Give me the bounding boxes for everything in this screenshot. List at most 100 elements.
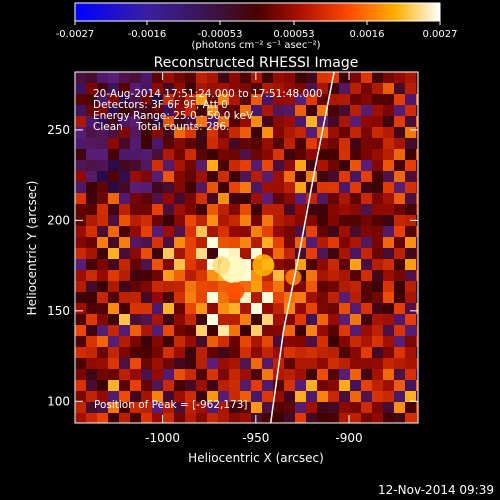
heatmap-cell bbox=[306, 380, 317, 391]
heatmap-cell bbox=[405, 149, 416, 160]
heatmap-cell bbox=[240, 303, 251, 314]
heatmap-cell bbox=[240, 171, 251, 182]
heatmap-cell bbox=[185, 204, 196, 215]
heatmap-cell bbox=[273, 391, 284, 402]
heatmap-cell bbox=[405, 94, 416, 105]
heatmap-cell bbox=[196, 182, 207, 193]
heatmap-cell bbox=[240, 358, 251, 369]
heatmap-cell bbox=[163, 336, 174, 347]
heatmap-cell bbox=[130, 369, 141, 380]
heatmap-cell bbox=[75, 380, 86, 391]
heatmap-cell bbox=[86, 303, 97, 314]
heatmap-cell bbox=[108, 72, 119, 83]
heatmap-cell bbox=[174, 149, 185, 160]
heatmap-cell bbox=[185, 369, 196, 380]
heatmap-cell bbox=[130, 303, 141, 314]
heatmap-cell bbox=[119, 292, 130, 303]
heatmap-cell bbox=[339, 380, 350, 391]
heatmap-cell bbox=[339, 281, 350, 292]
heatmap-cell bbox=[328, 391, 339, 402]
heatmap-cell bbox=[185, 402, 196, 413]
heatmap-cell bbox=[240, 83, 251, 94]
heatmap-cell bbox=[405, 226, 416, 237]
heatmap-cell bbox=[240, 204, 251, 215]
heatmap-cell bbox=[350, 270, 361, 281]
heatmap-cell bbox=[130, 94, 141, 105]
heatmap-cell bbox=[86, 380, 97, 391]
heatmap-cell bbox=[163, 281, 174, 292]
heatmap-cell bbox=[383, 226, 394, 237]
heatmap-cell bbox=[97, 369, 108, 380]
heatmap-cell bbox=[229, 380, 240, 391]
heatmap-cell bbox=[262, 116, 273, 127]
heatmap-cell bbox=[130, 138, 141, 149]
heatmap-cell bbox=[240, 248, 251, 259]
heatmap-cell bbox=[273, 215, 284, 226]
heatmap-cell bbox=[372, 402, 383, 413]
y-tick-label: 250 bbox=[47, 123, 70, 137]
heatmap-cell bbox=[295, 369, 306, 380]
heatmap-cell bbox=[218, 248, 229, 259]
heatmap-cell bbox=[372, 160, 383, 171]
heatmap-cell bbox=[328, 358, 339, 369]
heatmap-cell bbox=[152, 237, 163, 248]
heatmap-cell bbox=[97, 391, 108, 402]
heatmap-cell bbox=[163, 94, 174, 105]
heatmap-cell bbox=[372, 281, 383, 292]
heatmap-cell bbox=[130, 380, 141, 391]
heatmap-cell bbox=[141, 72, 152, 83]
heatmap-cell bbox=[251, 270, 262, 281]
heatmap-cell bbox=[108, 127, 119, 138]
heatmap-cell bbox=[75, 259, 86, 270]
heatmap-cell bbox=[185, 149, 196, 160]
heatmap-cell bbox=[251, 138, 262, 149]
colorbar-tick-label: -0.0027 bbox=[56, 29, 95, 40]
heatmap-cell bbox=[328, 402, 339, 413]
heatmap-cell bbox=[372, 380, 383, 391]
heatmap-cell bbox=[405, 270, 416, 281]
colorbar-unit-label: (photons cm⁻² s⁻¹ asec⁻²) bbox=[191, 40, 320, 51]
heatmap-cell bbox=[207, 314, 218, 325]
heatmap-cell bbox=[295, 149, 306, 160]
heatmap-cell bbox=[185, 303, 196, 314]
heatmap-cell bbox=[273, 270, 284, 281]
heatmap-cell bbox=[416, 402, 418, 413]
heatmap-cell bbox=[328, 116, 339, 127]
heatmap-cell bbox=[383, 138, 394, 149]
heatmap-cell bbox=[383, 72, 394, 83]
heatmap-cell bbox=[207, 204, 218, 215]
heatmap-cell bbox=[328, 292, 339, 303]
heatmap-cell bbox=[251, 358, 262, 369]
heatmap-cell bbox=[174, 72, 185, 83]
heatmap-cell bbox=[75, 237, 86, 248]
heatmap-cell bbox=[350, 281, 361, 292]
heatmap-cell bbox=[196, 94, 207, 105]
heatmap-cell bbox=[207, 193, 218, 204]
heatmap-cell bbox=[196, 413, 207, 423]
heatmap-cell bbox=[218, 182, 229, 193]
heatmap-cell bbox=[229, 237, 240, 248]
heatmap-cell bbox=[185, 94, 196, 105]
heatmap-cell bbox=[86, 127, 97, 138]
heatmap-cell bbox=[317, 149, 328, 160]
heatmap-cell bbox=[339, 127, 350, 138]
colorbar-tick-label: 0.00053 bbox=[273, 29, 314, 40]
heatmap-cell bbox=[130, 347, 141, 358]
heatmap-cell bbox=[394, 171, 405, 182]
heatmap-cell bbox=[361, 204, 372, 215]
heatmap-cell bbox=[97, 314, 108, 325]
heatmap-cell bbox=[130, 358, 141, 369]
heatmap-cell bbox=[218, 215, 229, 226]
heatmap-cell bbox=[416, 94, 418, 105]
heatmap-cell bbox=[416, 281, 418, 292]
heatmap-cell bbox=[328, 182, 339, 193]
heatmap-cell bbox=[383, 336, 394, 347]
heatmap-cell bbox=[284, 413, 295, 423]
heatmap-cell bbox=[284, 226, 295, 237]
heatmap-cell bbox=[108, 193, 119, 204]
heatmap-cell bbox=[284, 94, 295, 105]
heatmap-cell bbox=[86, 105, 97, 116]
colorbar-tick-label: -0.0016 bbox=[128, 29, 167, 40]
heatmap-cell bbox=[251, 292, 262, 303]
heatmap-cell bbox=[163, 358, 174, 369]
